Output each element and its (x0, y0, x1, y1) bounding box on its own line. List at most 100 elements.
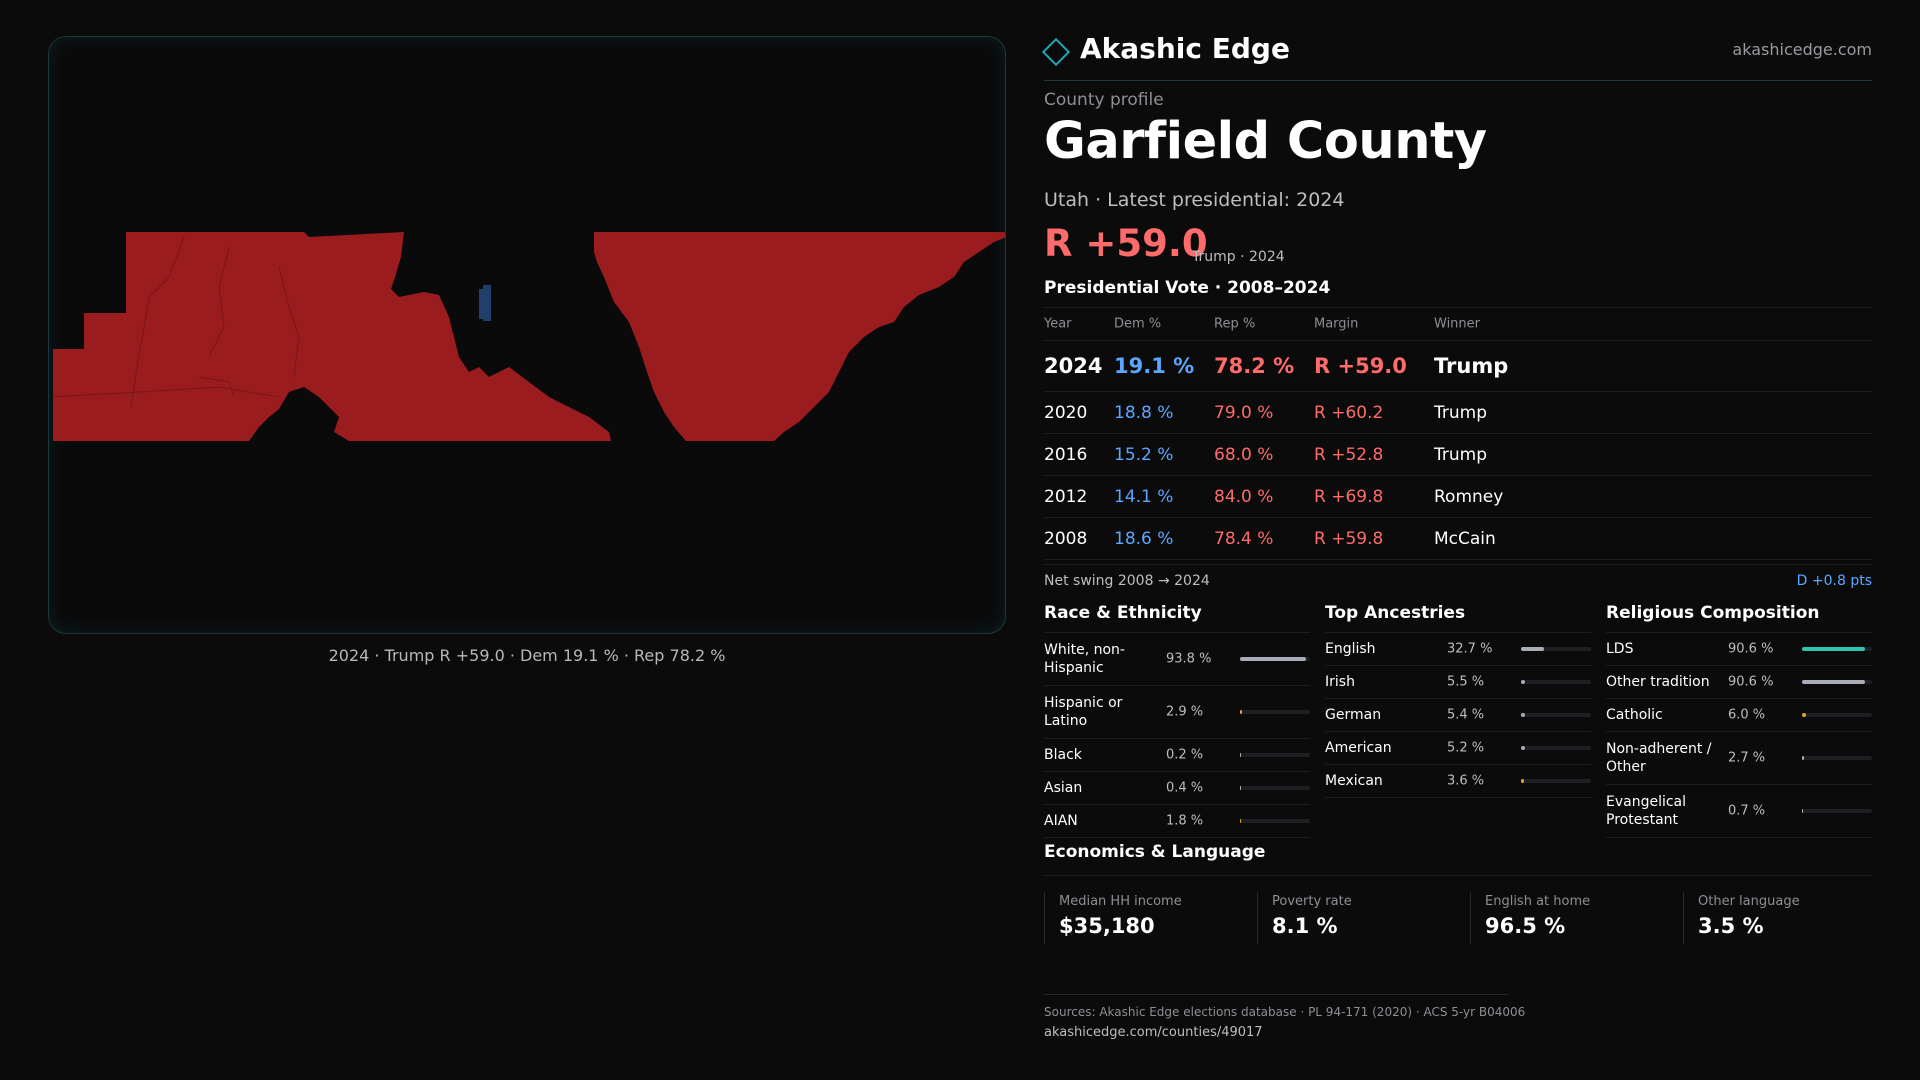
stat-value: 5.4 % (1447, 707, 1485, 723)
stat-row: American 5.2 % (1325, 732, 1591, 765)
vote-table: Year Dem % Rep % Margin Winner 2024 19.1… (1044, 307, 1872, 560)
stat-label: Mexican (1325, 773, 1383, 789)
table-row: 2020 18.8 % 79.0 % R +60.2 Trump (1044, 392, 1872, 434)
econ-value: 96.5 % (1485, 914, 1566, 938)
row-dem: 14.1 % (1114, 486, 1174, 507)
row-rep: 84.0 % (1214, 486, 1274, 507)
stat-value: 32.7 % (1447, 641, 1493, 657)
row-dem: 18.6 % (1114, 528, 1174, 549)
econ-label: English at home (1485, 894, 1591, 909)
stat-bar-fill (1802, 809, 1804, 813)
vote-table-title: Presidential Vote · 2008–2024 (1044, 278, 1331, 298)
stat-label: Evangelical Protestant (1606, 794, 1687, 828)
stat-label: Non-adherent / Other (1606, 741, 1712, 775)
stat-label: Other tradition (1606, 674, 1710, 690)
stat-value: 0.4 % (1166, 780, 1204, 796)
net-swing-value: D +0.8 pts (1796, 573, 1872, 589)
stat-value: 6.0 % (1728, 707, 1766, 723)
stat-bar-track (1521, 779, 1591, 783)
stat-bar-fill (1240, 710, 1243, 714)
econ-label: Median HH income (1059, 894, 1182, 909)
headline-margin: R +59.0 (1044, 222, 1208, 265)
religion-section: Religious Composition LDS 90.6 % Other t… (1606, 600, 1872, 838)
stat-bar-fill (1802, 647, 1866, 651)
economics-title: Economics & Language (1044, 842, 1266, 862)
stat-label: Black (1044, 747, 1082, 763)
header-year: Year (1044, 316, 1072, 332)
table-row: 2016 15.2 % 68.0 % R +52.8 Trump (1044, 434, 1872, 476)
precinct-shapes-dem (479, 285, 491, 321)
stat-value: 90.6 % (1728, 674, 1774, 690)
econ-card-other-language: Other language 3.5 % (1683, 892, 1884, 944)
stat-bar-track (1240, 819, 1310, 823)
row-winner: Trump (1434, 402, 1488, 423)
net-swing-label: Net swing 2008 → 2024 (1044, 573, 1210, 589)
stat-value: 5.2 % (1447, 740, 1485, 756)
stat-bar-track (1240, 753, 1310, 757)
stat-label: Catholic (1606, 707, 1663, 723)
stat-row: Non-adherent / Other 2.7 % (1606, 732, 1872, 785)
row-year: 2012 (1044, 486, 1088, 507)
stat-label: German (1325, 707, 1382, 723)
stat-value: 90.6 % (1728, 641, 1774, 657)
row-rep: 78.4 % (1214, 528, 1274, 549)
stat-row: LDS 90.6 % (1606, 633, 1872, 666)
econ-value: 3.5 % (1698, 914, 1764, 938)
stat-bar-track (1802, 809, 1872, 813)
stat-bar-track (1802, 713, 1872, 717)
religion-title: Religious Composition (1606, 600, 1872, 633)
stat-value: 5.5 % (1447, 674, 1485, 690)
econ-label: Poverty rate (1272, 894, 1352, 909)
stat-row: Asian 0.4 % (1044, 772, 1310, 805)
stat-bar-fill (1802, 680, 1866, 684)
county-map-svg (52, 232, 1005, 441)
precinct-shapes-rep (53, 232, 1005, 441)
stat-value: 2.9 % (1166, 704, 1204, 720)
stat-bar-fill (1240, 819, 1242, 823)
stat-bar-track (1240, 657, 1310, 661)
brand-name[interactable]: Akashic Edge (1080, 32, 1290, 65)
stat-bar-track (1240, 710, 1310, 714)
stat-row: White, non-Hispanic 93.8 % (1044, 633, 1310, 686)
net-swing-row: Net swing 2008 → 2024 D +0.8 pts (1044, 564, 1872, 601)
stat-bar-fill (1521, 779, 1524, 783)
table-row: 2008 18.6 % 78.4 % R +59.8 McCain (1044, 518, 1872, 560)
econ-card-poverty: Poverty rate 8.1 % (1257, 892, 1458, 944)
stat-row: AIAN 1.8 % (1044, 805, 1310, 838)
stat-row: Black 0.2 % (1044, 739, 1310, 772)
stat-label: White, non-Hispanic (1044, 642, 1125, 676)
county-url-link[interactable]: akashicedge.com/counties/49017 (1044, 1025, 1263, 1040)
stat-bar-fill (1521, 713, 1525, 717)
stat-row: English 32.7 % (1325, 633, 1591, 666)
stat-bar-fill (1802, 713, 1807, 717)
econ-label: Other language (1698, 894, 1800, 909)
stat-row: Mexican 3.6 % (1325, 765, 1591, 798)
row-rep: 79.0 % (1214, 402, 1274, 423)
stat-bar-track (1521, 680, 1591, 684)
row-margin: R +52.8 (1314, 444, 1384, 465)
brand-site-link[interactable]: akashicedge.com (1732, 40, 1872, 59)
row-margin: R +59.8 (1314, 528, 1384, 549)
brand-header: Akashic Edge akashicedge.com (1041, 30, 1872, 81)
stat-bar-track (1521, 746, 1591, 750)
county-subtitle: Utah · Latest presidential: 2024 (1044, 189, 1345, 211)
stat-row: Catholic 6.0 % (1606, 699, 1872, 732)
stat-row: Evangelical Protestant 0.7 % (1606, 785, 1872, 838)
row-winner: Trump (1434, 354, 1509, 378)
county-map[interactable] (48, 36, 1006, 634)
stat-label: American (1325, 740, 1392, 756)
header-winner: Winner (1434, 316, 1481, 332)
stat-label: AIAN (1044, 813, 1078, 829)
stat-row: Irish 5.5 % (1325, 666, 1591, 699)
stat-bar-fill (1521, 647, 1544, 651)
row-dem: 15.2 % (1114, 444, 1174, 465)
header-rep: Rep % (1214, 316, 1256, 332)
econ-value: 8.1 % (1272, 914, 1338, 938)
header-dem: Dem % (1114, 316, 1162, 332)
profile-label: County profile (1044, 90, 1164, 110)
race-ethnicity-title: Race & Ethnicity (1044, 600, 1310, 633)
table-row: 2012 14.1 % 84.0 % R +69.8 Romney (1044, 476, 1872, 518)
table-row: 2024 19.1 % 78.2 % R +59.0 Trump (1044, 341, 1872, 392)
stat-value: 1.8 % (1166, 813, 1204, 829)
stat-row: German 5.4 % (1325, 699, 1591, 732)
